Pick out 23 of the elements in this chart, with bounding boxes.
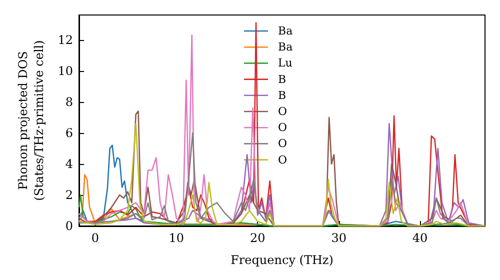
x-tick-label: 10 [168, 231, 184, 245]
y-tick-label: 6 [65, 126, 73, 140]
legend-label: Ba [278, 40, 294, 54]
x-tick-label: 0 [91, 231, 100, 245]
legend-label: B [278, 72, 286, 86]
legend-label: O [278, 153, 288, 166]
legend-label: O [278, 137, 288, 150]
y-axis-title: Phonon projected DOS (States/THz·primitive cell) [16, 40, 46, 201]
legend-label: Lu [278, 56, 292, 70]
x-tick-label: 20 [250, 231, 266, 245]
legend-label: B [278, 88, 286, 102]
x-tick-label: 40 [412, 231, 428, 245]
y-tick-label: 4 [65, 156, 74, 171]
x-axis-title: Frequency (THz) [230, 253, 334, 267]
y-tick-label: 0 [65, 219, 73, 233]
y-tick-label: 8 [65, 94, 73, 109]
y-tick-label: 2 [65, 188, 73, 202]
legend-label: Ba [278, 24, 294, 38]
legend-label: O [278, 105, 288, 118]
legend-label: O [278, 121, 288, 134]
y-tick-label: 12 [58, 32, 73, 47]
x-tick-label: 30 [331, 231, 346, 245]
y-tick-label: 10 [58, 64, 73, 78]
